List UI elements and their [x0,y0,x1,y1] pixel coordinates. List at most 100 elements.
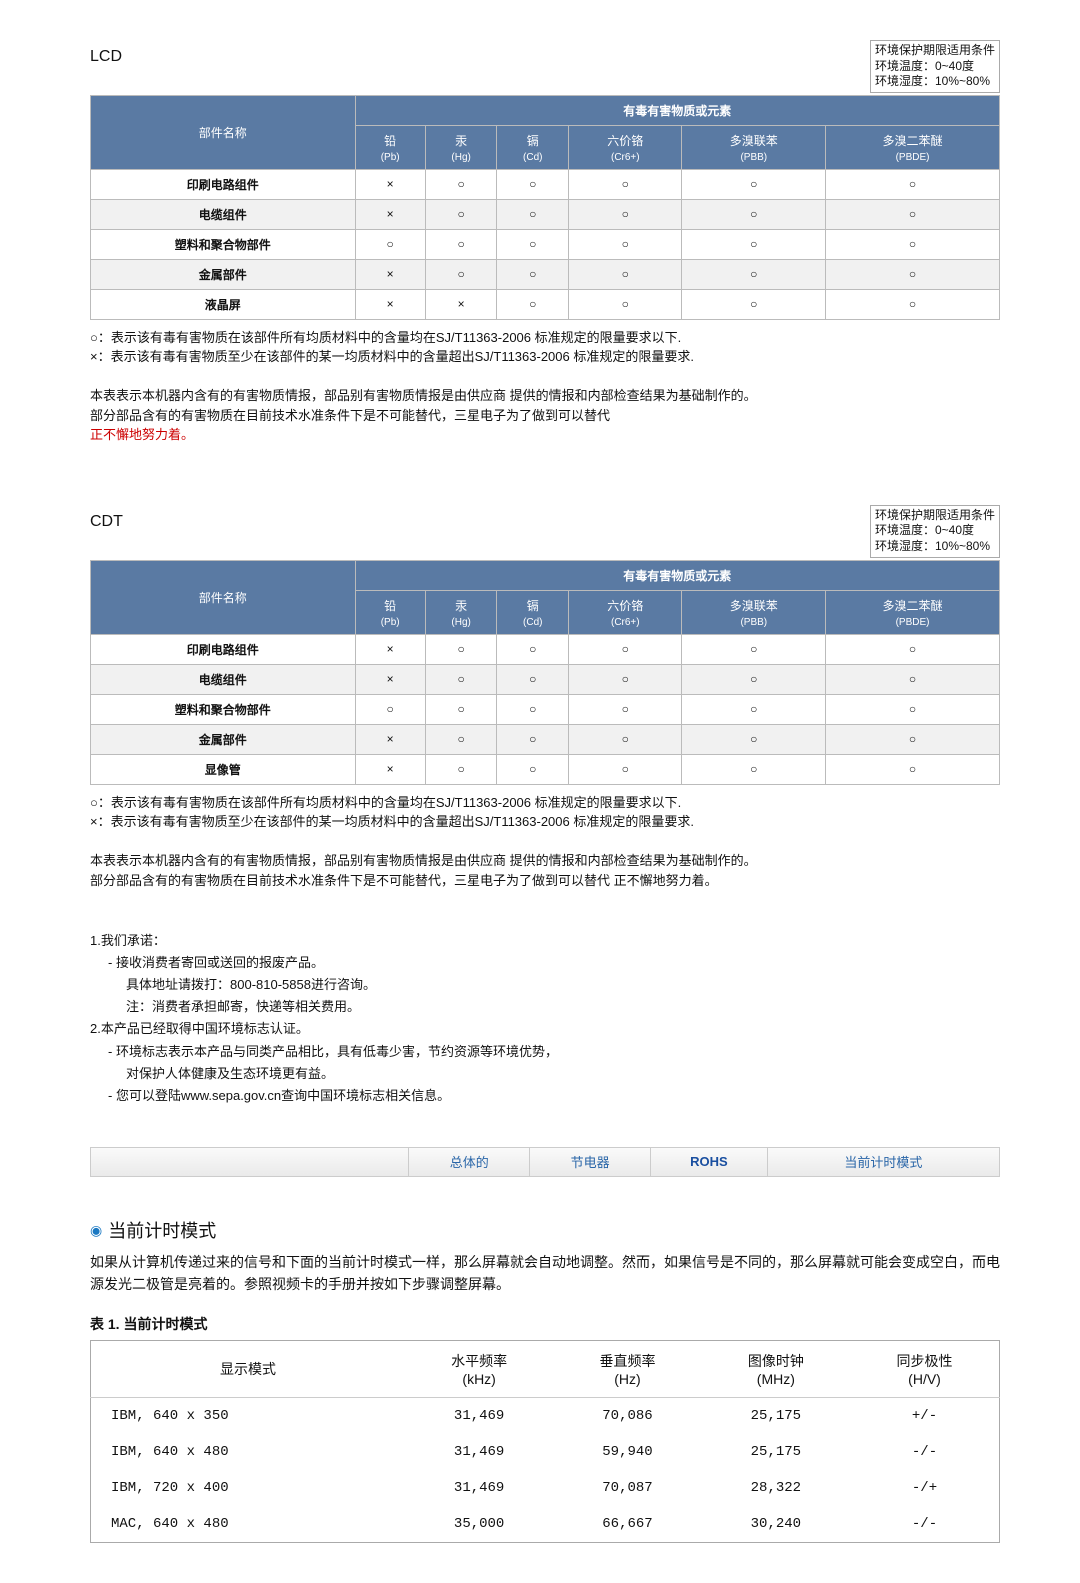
part-name: 印刷电路组件 [91,169,356,199]
td-s: -/- [850,1434,999,1470]
cell-value: ○ [682,259,826,289]
cell-value: ○ [569,259,682,289]
td-p: 25,175 [702,1434,850,1470]
cell-value: ○ [425,724,497,754]
cell-value: × [425,289,497,319]
part-name: 塑料和聚合物部件 [91,229,356,259]
col-part: 部件名称 [91,95,356,169]
cell-value: ○ [682,694,826,724]
nav-timing[interactable]: 当前计时模式 [767,1148,999,1176]
table2-label: CDT [90,505,1000,531]
commit-line: 注：消费者承担邮寄，快递等相关费用。 [90,996,1000,1018]
note-line: ○：表示该有毒有害物质在该部件所有均质材料中的含量均在SJ/T11363-200… [90,328,1000,348]
th-mode: 显示模式 [91,1340,405,1397]
col-substance: 多溴二苯醚(PBDE) [826,125,1000,169]
part-name: 显像管 [91,754,356,784]
commit-line: - 您可以登陆www.sepa.gov.cn查询中国环境标志相关信息。 [90,1085,1000,1107]
cell-value: ○ [425,169,497,199]
commit-line: 1.我们承诺： [90,930,1000,952]
table1-label: LCD [90,40,1000,66]
td-s: +/- [850,1397,999,1434]
nav-powersave[interactable]: 节电器 [530,1148,651,1176]
commit-line: 2.本产品已经取得中国环境标志认证。 [90,1018,1000,1040]
timing-paragraph: 如果从计算机传递过来的信号和下面的当前计时模式一样，那么屏幕就会自动地调整。然而… [90,1251,1000,1296]
cell-value: ○ [497,634,569,664]
part-name: 液晶屏 [91,289,356,319]
cell-value: ○ [826,694,1000,724]
part-name: 电缆组件 [91,664,356,694]
th-sync: 同步极性(H/V) [850,1340,999,1397]
cell-value: ○ [569,754,682,784]
cell-value: ○ [569,724,682,754]
cell-value: × [355,259,425,289]
col-substance: 镉(Cd) [497,125,569,169]
part-name: 金属部件 [91,259,356,289]
env-line: 环境湿度：10%~80% [875,539,995,555]
commit-line: - 接收消费者寄回或送回的报废产品。 [90,952,1000,974]
cell-value: ○ [682,754,826,784]
env-line: 环境保护期限适用条件 [875,508,995,524]
cell-value: ○ [569,229,682,259]
td-v: 70,086 [553,1397,701,1434]
commitment-block: 1.我们承诺： - 接收消费者寄回或送回的报废产品。 具体地址请拨打：800-8… [90,930,1000,1107]
td-v: 66,667 [553,1506,701,1543]
td-mode: MAC, 640 x 480 [91,1506,405,1543]
note-line: ×：表示该有毒有害物质至少在该部件的某一均质材料中的含量超出SJ/T11363-… [90,812,1000,832]
cell-value: ○ [497,229,569,259]
td-p: 28,322 [702,1470,850,1506]
td-mode: IBM, 640 x 350 [91,1397,405,1434]
col-substance: 六价铬(Cr6+) [569,125,682,169]
cell-value: ○ [497,694,569,724]
td-h: 31,469 [405,1470,553,1506]
note-line: 部分部品含有的有害物质在目前技术水准条件下是不可能替代，三星电子为了做到可以替代 [90,406,1000,426]
th-h: 水平频率(kHz) [405,1340,553,1397]
timing-caption: 表 1. 当前计时模式 [90,1314,1000,1334]
cell-value: ○ [826,634,1000,664]
td-v: 70,087 [553,1470,701,1506]
cell-value: ○ [682,229,826,259]
cell-value: ○ [682,724,826,754]
td-p: 30,240 [702,1506,850,1543]
cell-value: ○ [425,694,497,724]
cell-value: ○ [497,169,569,199]
cell-value: × [355,664,425,694]
cell-value: ○ [826,229,1000,259]
cell-value: ○ [497,724,569,754]
td-p: 25,175 [702,1397,850,1434]
td-v: 59,940 [553,1434,701,1470]
cell-value: × [355,289,425,319]
col-substance: 汞(Hg) [425,125,497,169]
cell-value: × [355,724,425,754]
cell-value: ○ [497,289,569,319]
timing-table: 显示模式 水平频率(kHz) 垂直频率(Hz) 图像时钟(MHz) 同步极性(H… [90,1340,1000,1543]
part-name: 印刷电路组件 [91,634,356,664]
cell-value: ○ [826,259,1000,289]
td-h: 31,469 [405,1397,553,1434]
td-s: -/+ [850,1470,999,1506]
bullet-icon: ◉ [90,1222,102,1238]
nav-overall[interactable]: 总体的 [409,1148,530,1176]
cell-value: × [355,199,425,229]
col-substance: 多溴二苯醚(PBDE) [826,590,1000,634]
cell-value: ○ [682,199,826,229]
cell-value: ○ [569,664,682,694]
th-v: 垂直频率(Hz) [553,1340,701,1397]
cell-value: ○ [425,199,497,229]
col-substance: 多溴联苯(PBB) [682,125,826,169]
note-line: ○：表示该有毒有害物质在该部件所有均质材料中的含量均在SJ/T11363-200… [90,793,1000,813]
timing-heading: ◉当前计时模式 [90,1217,1000,1243]
notes-cdt: ○：表示该有毒有害物质在该部件所有均质材料中的含量均在SJ/T11363-200… [90,793,1000,891]
cell-value: × [355,754,425,784]
nav-rohs[interactable]: ROHS [651,1148,768,1176]
col-toprow: 有毒有害物质或元素 [355,560,999,590]
cell-value: ○ [569,199,682,229]
cell-value: ○ [826,289,1000,319]
td-h: 35,000 [405,1506,553,1543]
col-substance: 六价铬(Cr6+) [569,590,682,634]
note-line: 本表表示本机器内含有的有害物质情报，部品别有害物质情报是由供应商 提供的情报和内… [90,386,1000,406]
cell-value: ○ [425,664,497,694]
cell-value: ○ [569,289,682,319]
cell-value: ○ [425,259,497,289]
col-substance: 多溴联苯(PBB) [682,590,826,634]
env-conditions-cdt: 环境保护期限适用条件 环境温度：0~40度 环境湿度：10%~80% [870,505,1000,558]
